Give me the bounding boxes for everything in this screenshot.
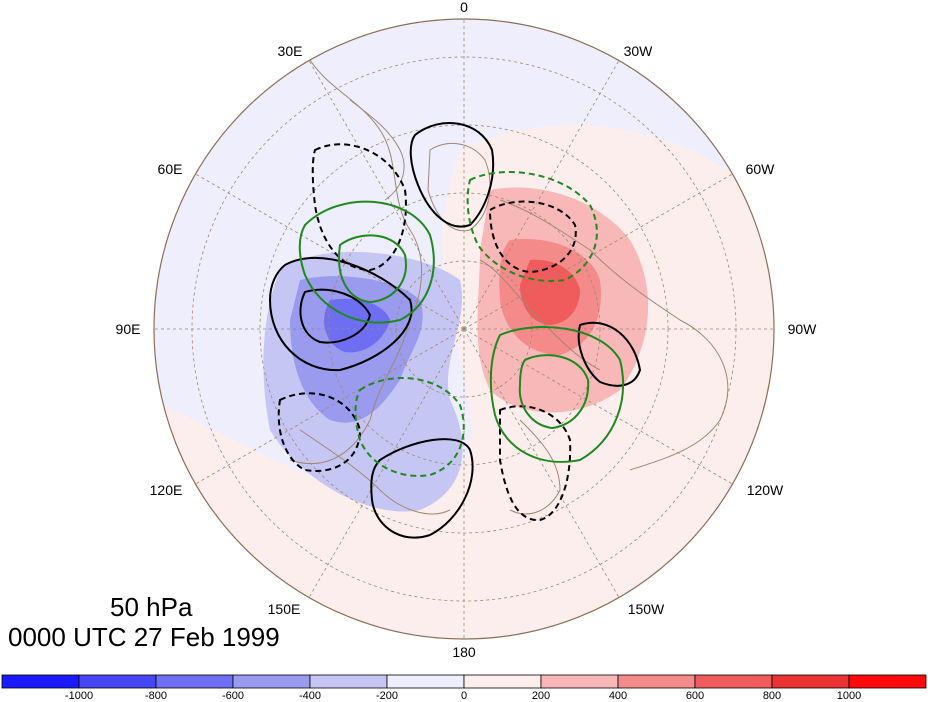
- lon-label-60e: 60E: [158, 161, 183, 177]
- contour-green-2: [338, 234, 407, 304]
- coastlines: [289, 59, 729, 515]
- latitude-circle-2: [327, 192, 601, 466]
- colorbar-tick-label: -800: [145, 690, 167, 702]
- colorbar-boxes: [1, 674, 927, 689]
- colorbar-box: [386, 674, 465, 689]
- meridian-line: [463, 328, 733, 485]
- contours-green-dashed: [354, 171, 598, 477]
- coastline-alaska: [509, 419, 561, 515]
- colorbar-tick-label: -200: [376, 690, 398, 702]
- colorbar-tick-label: 1000: [837, 690, 861, 702]
- coastline-arctic-islands: [479, 259, 601, 371]
- colorbar-tick-label: 200: [532, 690, 550, 702]
- colorbar-box: [463, 674, 542, 689]
- colorbar-box: [78, 674, 157, 689]
- meridian-line: [308, 328, 465, 598]
- coastline-greenland: [427, 142, 491, 232]
- contour-black-dashed-3: [499, 405, 572, 522]
- meridian-line: [308, 60, 465, 330]
- lon-label-150w: 150W: [628, 601, 665, 617]
- colorbar-tick-label: -600: [222, 690, 244, 702]
- contour-black-5: [577, 321, 642, 387]
- colorbar-tick-label: 400: [609, 690, 627, 702]
- contour-black-3: [409, 122, 495, 228]
- contour-black-dashed-4: [488, 200, 577, 274]
- contour-black-2: [299, 288, 372, 344]
- lon-label-150e: 150E: [268, 601, 301, 617]
- title-time: 0000 UTC 27 Feb 1999: [8, 622, 280, 652]
- colorbar-box: [848, 674, 927, 689]
- meridian-line: [195, 328, 465, 485]
- map-disk-border: [153, 18, 775, 640]
- meridian-line: [195, 173, 465, 330]
- lon-label-30e: 30E: [278, 43, 303, 59]
- longitude-labels: 0 30W 60W 90W 120W 150W 180 150E 120E 90…: [116, 0, 818, 660]
- coastline-scandinavia: [349, 99, 405, 201]
- meridian-line: [463, 60, 620, 330]
- colorbar-box: [155, 674, 234, 689]
- meridian-line: [463, 173, 733, 330]
- contour-green-dashed-2: [354, 377, 465, 477]
- colorbar-box: [1, 674, 80, 689]
- contour-black-dashed-1: [311, 143, 407, 272]
- colorbar-tick-label: 600: [686, 690, 704, 702]
- lon-label-120w: 120W: [747, 482, 784, 498]
- colorbar: -1000 -800 -600 -400 -200 0 200 400 600 800 1000: [1, 674, 927, 702]
- contour-green-1: [298, 200, 435, 324]
- shaded-field: [154, 19, 774, 639]
- colorbar-labels: -1000 -800 -600 -400 -200 0 200 400 600 800 1000: [65, 690, 861, 702]
- lon-label-90w: 90W: [788, 321, 818, 337]
- contours-green: [298, 200, 624, 463]
- title-level: 50 hPa: [110, 592, 193, 622]
- colorbar-box: [617, 674, 696, 689]
- colorbar-box: [232, 674, 311, 689]
- coastline-north-america: [499, 199, 729, 471]
- contour-green-4: [518, 354, 590, 430]
- lon-label-60w: 60W: [746, 161, 776, 177]
- colorbar-tick-label: -400: [299, 690, 321, 702]
- positive-region-3: [520, 259, 580, 325]
- meridian-line: [463, 328, 620, 598]
- lon-label-30w: 30W: [624, 43, 654, 59]
- coastline-east-asia: [299, 429, 451, 515]
- contour-black-dashed-2: [277, 392, 362, 472]
- lon-label-120e: 120E: [150, 482, 183, 498]
- colorbar-box: [771, 674, 850, 689]
- lon-label-180: 180: [452, 644, 476, 660]
- colorbar-box: [309, 674, 388, 689]
- colorbar-box: [540, 674, 619, 689]
- colorbar-tick-label: 800: [763, 690, 781, 702]
- contour-green-3: [489, 326, 624, 463]
- colorbar-tick-label: -1000: [65, 690, 93, 702]
- contour-black-4: [370, 438, 474, 539]
- coastline-eurasia: [289, 59, 423, 465]
- contours-black-dashed: [277, 143, 577, 522]
- colorbar-box: [694, 674, 773, 689]
- lon-label-90e: 90E: [116, 321, 141, 337]
- lon-label-0: 0: [460, 0, 468, 15]
- colorbar-tick-label: 0: [461, 690, 467, 702]
